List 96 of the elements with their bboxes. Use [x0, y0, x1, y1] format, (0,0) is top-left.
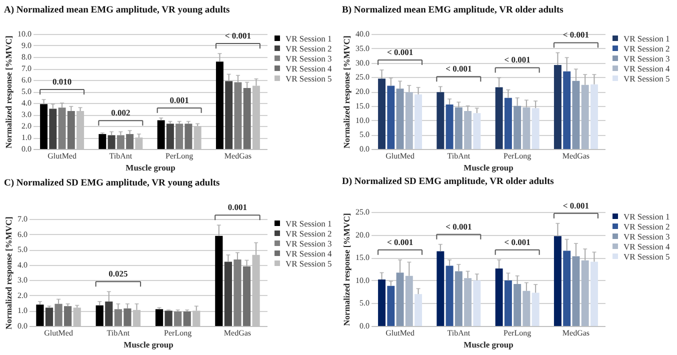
legend-label: VR Session 1: [286, 218, 332, 228]
y-tick-label: 4.0: [22, 98, 32, 108]
y-tick-label: 40.0: [356, 30, 370, 38]
annotation: 0.001: [170, 94, 189, 105]
x-axis-title: Muscle group: [126, 162, 176, 172]
chart-title: D) Normalized SD EMG amplitude, VR older adults: [342, 176, 554, 187]
x-axis-title: Muscle group: [124, 340, 174, 350]
y-tick-label: 8.0: [22, 52, 32, 62]
x-axis-title: Muscle group: [464, 162, 514, 172]
y-tick-label: 25.0: [356, 208, 370, 216]
x-tick-label: PerLong: [504, 152, 532, 160]
annotation: 0.002: [111, 108, 130, 118]
legend-label: VR Session 4: [286, 63, 333, 74]
x-tick-label: TibAnt: [447, 328, 471, 338]
y-tick-label: 5.0: [22, 87, 32, 96]
x-tick-label: MedGas: [562, 328, 590, 338]
x-tick-label: GlutMed: [48, 152, 76, 160]
annotation: 0.025: [108, 268, 128, 279]
text: < 0.001: [562, 200, 590, 210]
text: 0.001: [228, 202, 248, 212]
annotation: < 0.001: [386, 46, 414, 57]
legend-label: VR Session 2: [286, 43, 332, 54]
legend-label: VR Session 3: [286, 238, 332, 248]
y-tick-label: 30.0: [356, 58, 370, 68]
annotation: < 0.001: [446, 64, 472, 74]
legend-label: VR Session 3: [286, 53, 332, 64]
chart-title: B) Normalized mean EMG amplitude, VR older adults: [342, 6, 564, 16]
annotation: 0.010: [52, 76, 72, 87]
y-tick-label: 6.0: [22, 76, 32, 84]
y-tick-label: 15.0: [356, 253, 370, 262]
annotation: < 0.001: [504, 54, 530, 65]
legend-label: VR Session 1: [624, 211, 670, 222]
y-axis-title: Normalized response [%MVC]: [4, 35, 14, 148]
legend-label: VR Session 5: [624, 251, 670, 262]
x-tick-label: GlutMed: [386, 152, 414, 160]
annotation: < 0.001: [562, 30, 590, 40]
y-tick-label: 7.0: [18, 214, 28, 224]
y-tick-label: 7.0: [22, 64, 32, 73]
x-tick-label: PerLong: [166, 152, 194, 160]
y-tick-label: 5.0: [18, 245, 28, 254]
annotation: < 0.001: [386, 236, 414, 247]
legend-label: VR Session 2: [286, 228, 332, 238]
x-tick-label: MedGas: [562, 152, 590, 160]
y-tick-label: 0.0: [18, 322, 28, 330]
legend-label: VR Session 1: [624, 33, 670, 44]
x-tick-label: TibAnt: [106, 328, 130, 338]
y-axis-title: Normalized response [%MVC]: [342, 35, 352, 148]
legend-label: VR Session 5: [286, 258, 332, 268]
y-tick-label: 20.0: [356, 87, 370, 96]
legend-label: VR Session 4: [624, 241, 671, 252]
legend-label: VR Session 4: [624, 63, 671, 74]
x-tick-label: PerLong: [164, 328, 192, 338]
x-tick-label: GlutMed: [386, 328, 414, 338]
y-tick-label: 15.0: [356, 101, 370, 110]
annotation: < 0.001: [446, 221, 472, 232]
x-tick-label: TibAnt: [109, 152, 133, 160]
x-tick-label: PerLong: [504, 328, 532, 338]
legend-label: VR Session 4: [286, 248, 333, 258]
y-tick-label: 35.0: [356, 44, 370, 53]
x-tick-label: GlutMed: [44, 328, 73, 338]
y-tick-label: 20.0: [356, 230, 370, 240]
y-tick-label: 2.0: [18, 290, 28, 300]
y-tick-label: 6.0: [18, 230, 28, 239]
annotation: < 0.001: [504, 236, 530, 247]
y-axis-title: Normalized response [%MVC]: [4, 216, 14, 330]
y-axis-title: Normalized response [%MVC]: [342, 212, 352, 326]
y-tick-label: 9.0: [22, 41, 32, 50]
y-tick-label: 10.0: [356, 116, 370, 125]
legend-label: VR Session 5: [286, 73, 332, 84]
legend-label: VR Session 3: [624, 53, 670, 64]
legend-label: VR Session 2: [624, 43, 670, 54]
y-tick-label: 10.0: [356, 276, 370, 285]
x-tick-label: TibAnt: [447, 152, 471, 160]
y-tick-label: 10.0: [18, 30, 32, 38]
y-tick-label: 25.0: [356, 72, 370, 82]
x-tick-label: MedGas: [224, 152, 252, 160]
chart-title: A) Normalized mean EMG amplitude, VR young adults: [4, 6, 230, 16]
legend-label: VR Session 3: [624, 231, 670, 242]
annotation: < 0.001: [224, 30, 252, 41]
y-tick-label: 3.0: [18, 276, 28, 285]
y-tick-label: 3.0: [22, 110, 32, 119]
legend-label: VR Session 1: [286, 33, 332, 44]
legend-label: VR Session 5: [624, 73, 670, 84]
x-tick-label: MedGas: [224, 328, 252, 338]
y-tick-label: 4.0: [18, 260, 28, 270]
y-tick-label: 2.0: [22, 122, 32, 130]
chart-title: C) Normalized SD EMG amplitude, VR young adults: [4, 178, 220, 189]
y-tick-label: 0.0: [22, 144, 32, 154]
y-tick-label: 5.0: [360, 298, 370, 308]
y-tick-label: 1.0: [18, 306, 28, 316]
y-tick-label: 0.0: [360, 144, 370, 154]
y-tick-label: 0.0: [360, 322, 370, 330]
y-tick-label: 1.0: [22, 133, 32, 142]
x-axis-title: Muscle group: [464, 340, 514, 350]
y-tick-label: 5.0: [360, 130, 370, 140]
legend-label: VR Session 2: [624, 221, 670, 232]
